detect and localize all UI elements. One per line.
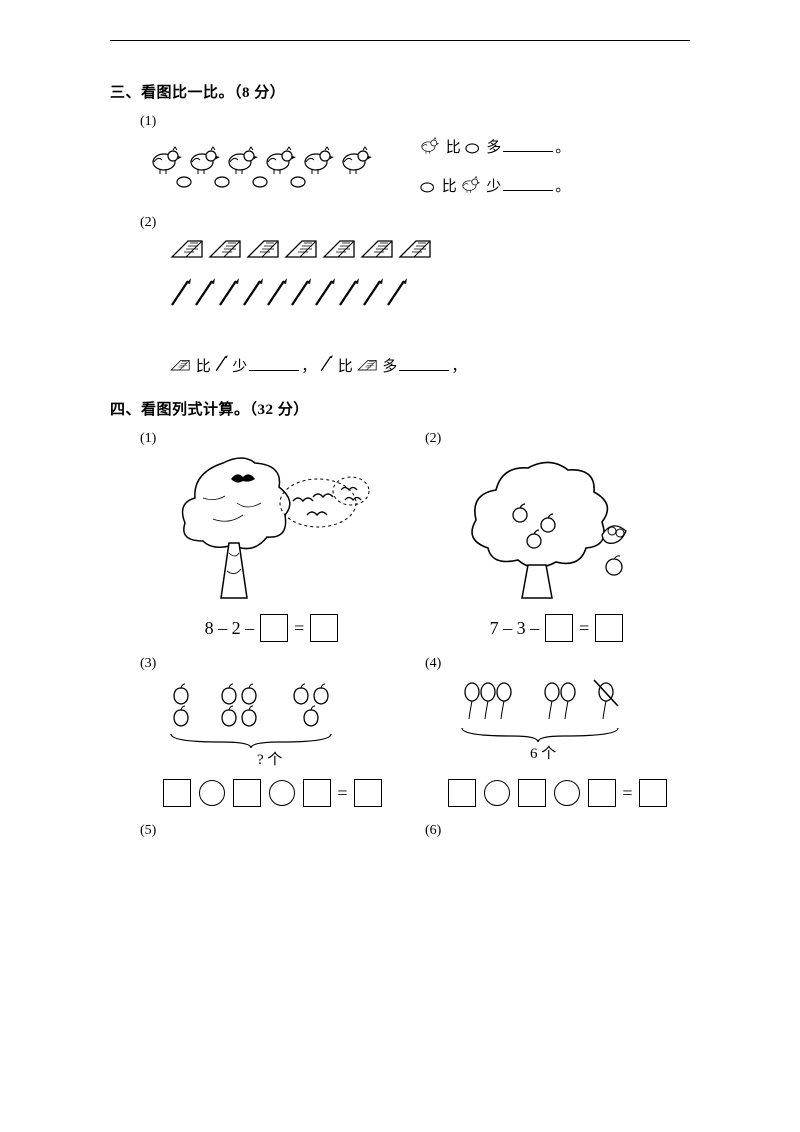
q4-2: (2) xyxy=(425,431,690,642)
text-bi: 比 xyxy=(442,179,457,195)
q3-1-text: 比 多。 比 少。 xyxy=(420,136,570,196)
section-3-title: 三、看图比一比。（8 分） xyxy=(110,81,690,102)
q3-2-figure xyxy=(170,237,690,342)
q4-row1: (1) xyxy=(140,431,690,642)
text-less: 少 xyxy=(232,359,247,375)
operator-circle[interactable] xyxy=(554,780,580,806)
q4-1: (1) xyxy=(140,431,405,642)
q4-4-figure: 6 个 xyxy=(425,678,690,773)
q3-1-line2: 比 少 。 xyxy=(420,175,570,196)
q4-3-figure: ? 个 xyxy=(140,678,405,773)
brace-label: 6 个 xyxy=(530,745,556,762)
q4-6-label: (6) xyxy=(425,823,690,839)
q3-1-line1: 比 多 。 xyxy=(420,136,570,157)
answer-box[interactable] xyxy=(545,614,573,642)
text-bi: 比 xyxy=(446,140,461,156)
egg-icon xyxy=(420,179,438,195)
text-comma: ， xyxy=(451,359,466,375)
q3-1-row: 比 多。 比 少。 xyxy=(150,136,690,205)
answer-blank[interactable] xyxy=(503,137,553,152)
answer-box[interactable] xyxy=(163,779,191,807)
page-top-rule xyxy=(110,40,690,41)
q4-3: (3) xyxy=(140,656,405,807)
q4-1-figure xyxy=(140,453,405,608)
q3-2-text: 比 少 ， 比 多 ， xyxy=(170,354,690,376)
answer-box[interactable] xyxy=(354,779,382,807)
section-4-title: 四、看图列式计算。（32 分） xyxy=(110,398,690,419)
q4-2-equation: 7 – 3 – = xyxy=(425,614,690,642)
q4-6: (6) xyxy=(425,823,690,845)
q4-4-equation: = xyxy=(425,779,690,807)
eraser-icon xyxy=(357,359,379,375)
text-less: 少 xyxy=(486,179,501,195)
operator-circle[interactable] xyxy=(484,780,510,806)
chicken-icon xyxy=(461,179,483,195)
q4-2-figure xyxy=(425,453,690,608)
eq-equals: = xyxy=(294,618,304,639)
answer-box[interactable] xyxy=(639,779,667,807)
worksheet-page: 三、看图比一比。（8 分） (1) xyxy=(0,0,800,1132)
answer-box[interactable] xyxy=(518,779,546,807)
text-period: 。 xyxy=(555,140,570,156)
q4-4: (4) xyxy=(425,656,690,807)
operator-circle[interactable] xyxy=(199,780,225,806)
brace-label: ? 个 xyxy=(257,751,282,768)
answer-blank[interactable] xyxy=(503,176,553,191)
q4-4-label: (4) xyxy=(425,656,690,672)
q4-row3: (5) (6) xyxy=(140,823,690,845)
text-bi: 比 xyxy=(196,359,211,375)
pencil-icon xyxy=(215,359,229,375)
text-period: 。 xyxy=(555,179,570,195)
chicken-icon xyxy=(420,140,442,156)
eq-prefix: 8 – 2 – xyxy=(205,618,255,639)
q3-1-figure xyxy=(150,140,390,201)
q4-row2: (3) xyxy=(140,656,690,807)
q3-2-label: (2) xyxy=(140,215,690,231)
text-bi: 比 xyxy=(338,359,353,375)
q4-5-label: (5) xyxy=(140,823,405,839)
eq-equals: = xyxy=(579,618,589,639)
q3-1-label: (1) xyxy=(140,114,690,130)
answer-box[interactable] xyxy=(310,614,338,642)
answer-box[interactable] xyxy=(260,614,288,642)
eq-equals: = xyxy=(622,783,632,804)
eq-equals: = xyxy=(337,783,347,804)
answer-box[interactable] xyxy=(588,779,616,807)
q4-3-label: (3) xyxy=(140,656,405,672)
q4-1-equation: 8 – 2 – = xyxy=(140,614,405,642)
egg-icon xyxy=(465,140,483,156)
eq-prefix: 7 – 3 – xyxy=(490,618,540,639)
answer-box[interactable] xyxy=(303,779,331,807)
answer-box[interactable] xyxy=(448,779,476,807)
operator-circle[interactable] xyxy=(269,780,295,806)
pencil-icon xyxy=(320,359,334,375)
q4-5: (5) xyxy=(140,823,405,845)
text-more: 多 xyxy=(382,359,397,375)
text-more: 多 xyxy=(486,140,501,156)
answer-blank[interactable] xyxy=(249,356,299,371)
eraser-icon xyxy=(170,359,192,375)
q4-2-label: (2) xyxy=(425,431,690,447)
answer-box[interactable] xyxy=(233,779,261,807)
q4-3-equation: = xyxy=(140,779,405,807)
text-comma: ， xyxy=(301,359,316,375)
answer-box[interactable] xyxy=(595,614,623,642)
q4-1-label: (1) xyxy=(140,431,405,447)
answer-blank[interactable] xyxy=(399,356,449,371)
